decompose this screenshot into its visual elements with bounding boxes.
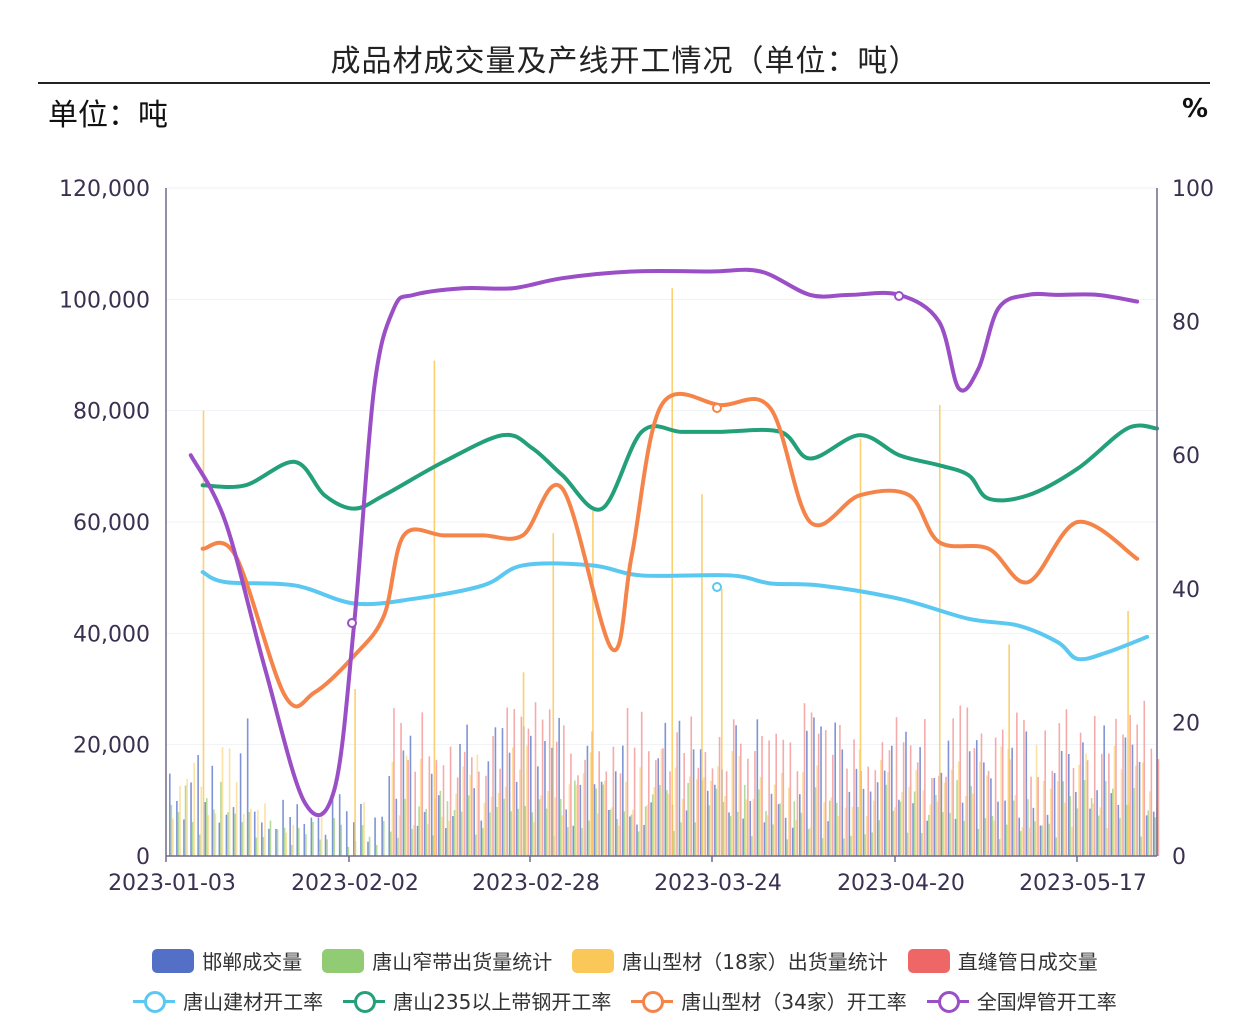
y-left-tick-label: 100,000 [59,288,150,313]
y-right-tick-label: 40 [1172,578,1200,603]
line-series-path [188,267,1140,818]
legend-label: 全国焊管开工率 [976,990,1117,1014]
legend-label: 唐山型材（18家）出货量统计 [622,950,888,974]
x-tick-label: 2023-03-24 [654,871,782,896]
legend-swatch-icon [152,948,195,973]
x-tick-label: 2023-02-28 [472,871,600,896]
y-right-tick-label: 60 [1172,444,1200,469]
legend-line-marker-icon [926,989,969,1013]
y-left-tick-label: 0 [136,845,150,870]
legend-label: 唐山型材（34家）开工率 [681,990,907,1014]
line-series-path [200,391,1140,709]
legend-label: 邯郸成交量 [202,950,303,974]
right-axis-unit: % [1182,94,1209,124]
legend-swatch-icon [572,948,615,973]
legend-item-tangshan-section-18[interactable]: 唐山型材（18家）出货量统计 [572,946,888,975]
line-series-path [200,561,1150,662]
x-tick-label: 2023-01-03 [108,871,236,896]
legend-item-tangshan-narrow-strip[interactable]: 唐山窄带出货量统计 [322,946,552,975]
legend-item-handan-volume[interactable]: 邯郸成交量 [152,946,302,975]
legend-item-tangshan-section-34-rate[interactable]: 唐山型材（34家）开工率 [631,986,907,1015]
axes: 0 20,000 40,000 60,000 80,000 100,000 120,000 0… [59,177,1214,896]
legend-bars: 邯郸成交量 唐山窄带出货量统计 唐山型材（18家）出货量统计 直缝管日成交量 [0,946,1250,975]
y-right-tick-label: 20 [1172,711,1200,736]
left-axis-unit: 单位：吨 [48,98,168,133]
y-left-tick-label: 60,000 [73,511,150,536]
legend-item-national-welded-pipe-rate[interactable]: 全国焊管开工率 [926,986,1117,1015]
bar-series [169,288,1160,856]
y-right-tick-label: 80 [1172,311,1200,336]
legend-label: 唐山235以上带钢开工率 [393,990,612,1014]
legend-swatch-icon [907,948,950,973]
legend-item-tangshan-construction-rate[interactable]: 唐山建材开工率 [133,986,323,1015]
legend-line-marker-icon [631,989,674,1013]
y-right-tick-label: 100 [1172,177,1214,202]
x-tick-label: 2023-05-17 [1019,871,1147,896]
legend-item-welded-pipe-volume[interactable]: 直缝管日成交量 [907,946,1098,975]
legend-line-marker-icon [343,989,386,1013]
legend-label: 唐山建材开工率 [183,990,324,1014]
legend-line-marker-icon [133,989,176,1013]
legend-swatch-icon [322,948,365,973]
x-tick-label: 2023-02-02 [291,871,419,896]
y-left-tick-label: 80,000 [73,400,150,425]
legend-lines: 唐山建材开工率 唐山235以上带钢开工率 唐山型材（34家）开工率 全国焊管开工… [0,986,1250,1015]
y-left-tick-label: 120,000 [59,177,150,202]
gridlines [166,187,1157,746]
y-left-tick-label: 40,000 [73,622,150,647]
y-right-tick-label: 0 [1172,845,1186,870]
y-left-tick-label: 20,000 [73,734,150,759]
chart-title: 成品材成交量及产线开工情况（单位：吨） [330,44,920,79]
title-divider [38,82,1210,84]
legend-item-tangshan-strip-rate[interactable]: 唐山235以上带钢开工率 [343,986,611,1015]
line-series-path [200,423,1159,512]
legend-label: 直缝管日成交量 [957,950,1098,974]
x-tick-label: 2023-04-20 [837,871,965,896]
line-series [188,267,1159,818]
legend-label: 唐山窄带出货量统计 [372,950,553,974]
